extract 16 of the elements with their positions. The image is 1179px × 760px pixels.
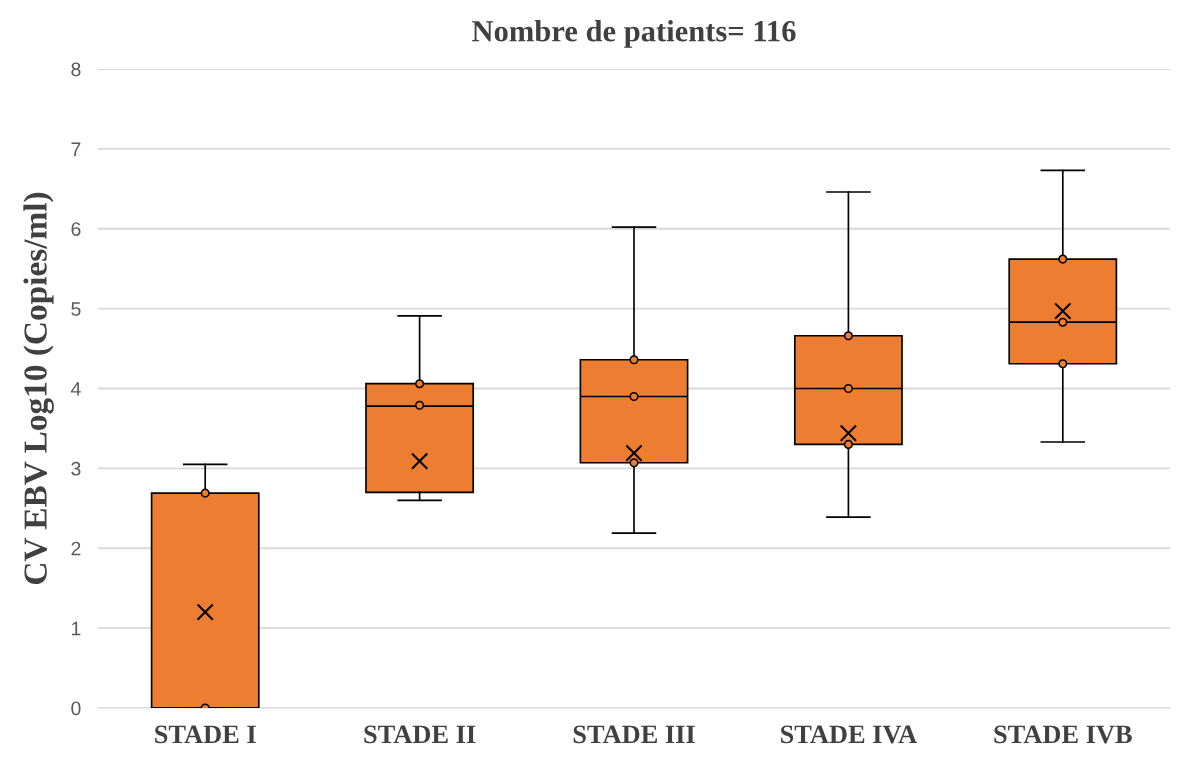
y-tick-label: 0 [71, 701, 81, 716]
y-tick-label: 7 [71, 142, 81, 156]
x-tick-label: STADE III [573, 725, 695, 744]
x-tick-label: STADE IVA [780, 725, 918, 744]
y-tick-label: 1 [72, 621, 81, 636]
chart-title: Nombre de patients= 116 [472, 20, 796, 48]
x-tick-label: STADE IVB [994, 725, 1132, 744]
y-tick-label: 3 [71, 461, 81, 476]
y-tick-label: 2 [71, 541, 81, 556]
y-tick-label: 4 [70, 382, 81, 396]
y-tick-label: 8 [71, 62, 81, 77]
y-tick-label: 5 [71, 302, 81, 316]
y-tick-label: 6 [71, 222, 81, 236]
x-tick-label: STADE II [364, 725, 476, 744]
y-axis-title: CV EBV Log10 (Copies/ml) [23, 192, 54, 584]
x-tick-label: STADE I [155, 725, 256, 744]
